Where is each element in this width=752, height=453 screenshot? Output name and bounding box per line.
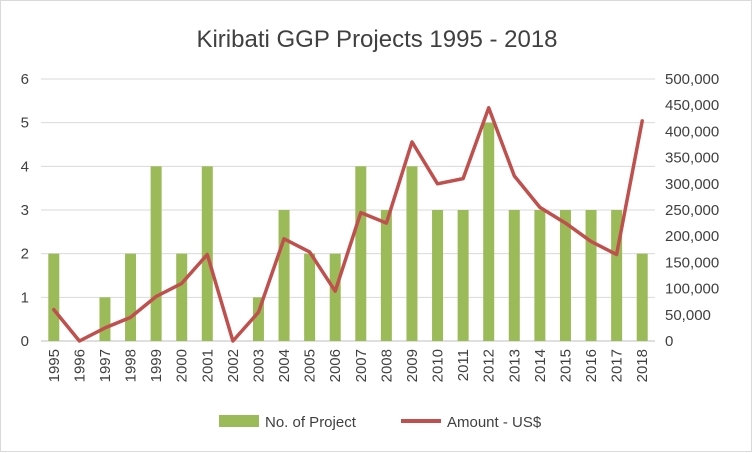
bar bbox=[150, 166, 162, 341]
legend-bar-swatch bbox=[219, 415, 259, 427]
bar bbox=[611, 210, 623, 341]
left-tick-label: 4 bbox=[21, 158, 29, 175]
x-tick-label: 2003 bbox=[251, 349, 268, 382]
bar bbox=[406, 166, 418, 341]
bar bbox=[636, 253, 648, 341]
left-tick-label: 2 bbox=[21, 246, 29, 263]
x-tick-label: 1997 bbox=[97, 349, 114, 382]
left-tick-label: 3 bbox=[21, 202, 29, 219]
x-tick-label: 2016 bbox=[583, 349, 600, 382]
bar bbox=[176, 253, 188, 341]
right-tick-label: 0 bbox=[665, 333, 673, 350]
x-tick-label: 2004 bbox=[276, 349, 293, 382]
x-tick-label: 2008 bbox=[378, 349, 395, 382]
bar bbox=[457, 210, 469, 341]
left-tick-label: 5 bbox=[21, 115, 29, 132]
x-tick-label: 2018 bbox=[634, 349, 651, 382]
x-tick-label: 1999 bbox=[148, 349, 165, 382]
bar bbox=[585, 210, 597, 341]
left-axis-ticks: 0 1 2 3 4 5 6 bbox=[21, 71, 29, 350]
x-tick-label: 2006 bbox=[327, 349, 344, 382]
x-tick-label: 2010 bbox=[430, 349, 447, 382]
right-tick-label: 400,000 bbox=[665, 123, 719, 140]
legend: No. of Project Amount - US$ bbox=[219, 414, 542, 431]
x-tick-label: 2014 bbox=[532, 349, 549, 382]
right-tick-label: 350,000 bbox=[665, 150, 719, 167]
bar bbox=[534, 210, 546, 341]
bar bbox=[508, 210, 520, 341]
x-tick-label: 2015 bbox=[558, 349, 575, 382]
bar bbox=[559, 210, 571, 341]
x-axis-ticks: 1995 1996 1997 1998 1999 2000 2001 2002 2003 2004… bbox=[46, 349, 651, 382]
x-tick-label: 2001 bbox=[199, 349, 216, 382]
right-tick-label: 150,000 bbox=[665, 254, 719, 271]
right-tick-label: 500,000 bbox=[665, 71, 719, 88]
right-tick-label: 250,000 bbox=[665, 202, 719, 219]
bar bbox=[252, 297, 264, 341]
bar bbox=[355, 166, 367, 341]
bar bbox=[48, 253, 60, 341]
x-tick-label: 2007 bbox=[353, 349, 370, 382]
amount-line bbox=[52, 106, 644, 343]
x-tick-label: 2012 bbox=[481, 349, 498, 382]
bar bbox=[329, 253, 341, 341]
x-tick-label: 2013 bbox=[506, 349, 523, 382]
right-tick-label: 300,000 bbox=[665, 176, 719, 193]
right-tick-label: 200,000 bbox=[665, 228, 719, 245]
bar-series bbox=[48, 122, 648, 342]
legend-bar-label: No. of Project bbox=[265, 414, 357, 431]
bar bbox=[99, 297, 111, 341]
x-tick-label: 2005 bbox=[302, 349, 319, 382]
right-axis-ticks: 0 50,000 100,000 150,000 200,000 250,000 300,0… bbox=[665, 71, 719, 350]
left-tick-label: 6 bbox=[21, 71, 29, 88]
left-tick-label: 1 bbox=[21, 289, 29, 306]
x-tick-label: 2011 bbox=[455, 349, 472, 381]
x-tick-label: 2002 bbox=[225, 349, 242, 382]
bar bbox=[432, 210, 444, 341]
x-tick-label: 2017 bbox=[609, 349, 626, 382]
bar bbox=[304, 253, 316, 341]
x-tick-label: 1995 bbox=[46, 349, 63, 382]
right-tick-label: 100,000 bbox=[665, 281, 719, 298]
bar bbox=[125, 253, 137, 341]
right-tick-label: 450,000 bbox=[665, 97, 719, 114]
x-tick-label: 1998 bbox=[123, 349, 140, 382]
bar bbox=[380, 210, 392, 341]
bar bbox=[483, 122, 495, 342]
line-series bbox=[52, 106, 644, 343]
chart-title: Kiribati GGP Projects 1995 - 2018 bbox=[196, 26, 557, 53]
left-tick-label: 0 bbox=[21, 333, 29, 350]
x-tick-label: 2000 bbox=[174, 349, 191, 382]
x-tick-label: 1996 bbox=[71, 349, 88, 382]
x-tick-label: 2009 bbox=[404, 349, 421, 382]
right-tick-label: 50,000 bbox=[665, 307, 711, 324]
legend-line-label: Amount - US$ bbox=[447, 414, 542, 431]
bar bbox=[278, 210, 290, 341]
